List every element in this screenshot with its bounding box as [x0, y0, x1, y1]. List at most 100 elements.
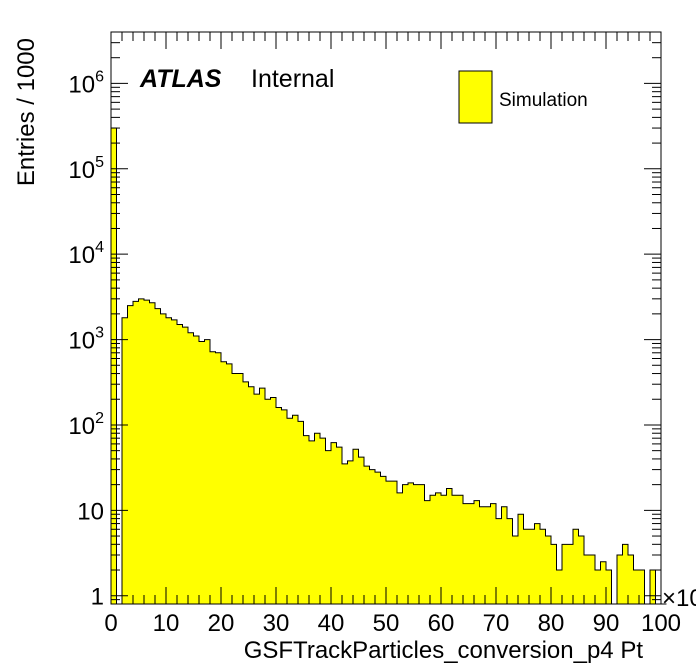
y-tick-label: 10 — [77, 498, 104, 525]
histogram-bar — [468, 503, 474, 604]
histogram-bar — [452, 495, 458, 604]
histogram-bar — [364, 466, 370, 604]
histogram-bar — [518, 514, 524, 604]
x-tick-labels: 0 10 20 30 40 50 60 70 80 90 100 — [104, 610, 681, 637]
x-tick-label: 10 — [153, 610, 180, 637]
histogram-bar — [435, 492, 441, 604]
y-tick-label: 105 — [68, 154, 104, 184]
histogram-bar — [446, 488, 452, 604]
histogram-bar — [193, 336, 199, 604]
y-tick-labels: 1 10 102 103 104 105 106 — [68, 68, 104, 610]
histogram-bar — [149, 302, 155, 604]
histogram-bar — [622, 544, 628, 604]
histogram-bar — [402, 484, 408, 604]
y-tick-label: 106 — [68, 68, 104, 98]
histogram-bar — [430, 495, 436, 604]
histogram-bar — [342, 463, 348, 604]
histogram-bar — [155, 308, 161, 604]
histogram-bar — [534, 523, 540, 604]
y-axis-label: Entries / 1000 — [13, 38, 40, 186]
histogram-bar — [490, 503, 496, 604]
histogram-bar — [369, 469, 375, 604]
histogram-bar — [292, 415, 298, 604]
histogram-bar — [578, 536, 584, 604]
histogram-bar — [386, 481, 392, 604]
legend: Simulation — [458, 70, 588, 124]
histogram-bar — [496, 518, 502, 604]
histogram-bar — [259, 388, 265, 604]
x-tick-label: 20 — [208, 610, 235, 637]
histogram-bar — [413, 484, 419, 604]
histogram-bar — [210, 351, 216, 604]
plot-content — [110, 127, 667, 605]
histogram-bar — [287, 418, 293, 604]
histogram-bar — [391, 481, 397, 604]
histogram-bar — [639, 570, 645, 604]
histogram-bar — [353, 449, 359, 604]
histogram-bar — [232, 373, 238, 604]
histogram-bar — [215, 352, 221, 604]
x-tick-label: 90 — [593, 610, 620, 637]
histogram-bar — [556, 570, 562, 604]
histogram-bar — [122, 317, 128, 604]
histogram-bar — [529, 529, 535, 604]
histogram-bar — [523, 529, 529, 604]
histogram-bar — [160, 313, 166, 604]
x-tick-label: 60 — [428, 610, 455, 637]
histogram-bar — [336, 447, 342, 604]
atlas-label: ATLAS — [139, 65, 222, 93]
histogram-bar — [457, 495, 463, 604]
histogram-bar — [573, 529, 579, 604]
y-tick-label: 103 — [68, 325, 104, 355]
histogram-outline — [110, 127, 667, 605]
histogram-bar — [606, 570, 612, 604]
histogram-bar — [463, 503, 469, 604]
y-tick-label: 1 — [91, 584, 104, 611]
histogram-bar — [545, 536, 551, 604]
histogram-bar — [237, 373, 243, 604]
histogram-bar — [265, 399, 271, 604]
histogram-bar — [479, 506, 485, 604]
axis-ticks — [110, 31, 662, 605]
histogram-bar — [397, 492, 403, 604]
histogram-bar — [204, 339, 210, 604]
histogram-bar — [325, 450, 331, 604]
y-tick-label: 104 — [68, 239, 104, 269]
histogram-bar — [419, 484, 425, 604]
x-tick-label: 50 — [373, 610, 400, 637]
histogram-bar — [254, 394, 260, 604]
histogram-bar — [303, 435, 309, 604]
histogram-bar — [243, 381, 249, 604]
histogram-bar — [600, 561, 606, 604]
histogram-bar — [650, 570, 656, 604]
histogram-bar — [276, 407, 282, 604]
histogram-bar — [166, 317, 172, 604]
x-tick-label: 100 — [641, 610, 681, 637]
histogram-bar — [380, 476, 386, 604]
atlas-internal-label: Internal — [251, 65, 334, 93]
histogram-bar — [133, 301, 139, 604]
x-tick-label: 0 — [104, 610, 117, 637]
histogram-bar — [144, 300, 150, 604]
histogram-bar — [281, 409, 287, 604]
x-axis-multiplier: ×10 — [662, 585, 696, 612]
histogram-bar — [512, 536, 518, 604]
histogram-bar — [408, 482, 414, 604]
histogram-bar — [331, 442, 337, 604]
histogram-bar — [298, 421, 304, 604]
x-tick-label: 30 — [263, 610, 290, 637]
x-tick-label: 70 — [483, 610, 510, 637]
histogram-bar — [358, 457, 364, 604]
histogram-bar — [221, 361, 227, 604]
y-tick-label: 102 — [68, 410, 104, 440]
histogram-bar — [375, 472, 381, 604]
histogram-bar — [540, 529, 546, 604]
histogram-bar — [501, 506, 507, 604]
histogram-bar — [485, 506, 491, 604]
histogram-bar — [551, 544, 557, 604]
histogram-bar — [567, 544, 573, 604]
histogram-bar — [474, 500, 480, 604]
legend-entry-label: Simulation — [499, 90, 588, 111]
histogram-bar — [320, 438, 326, 604]
